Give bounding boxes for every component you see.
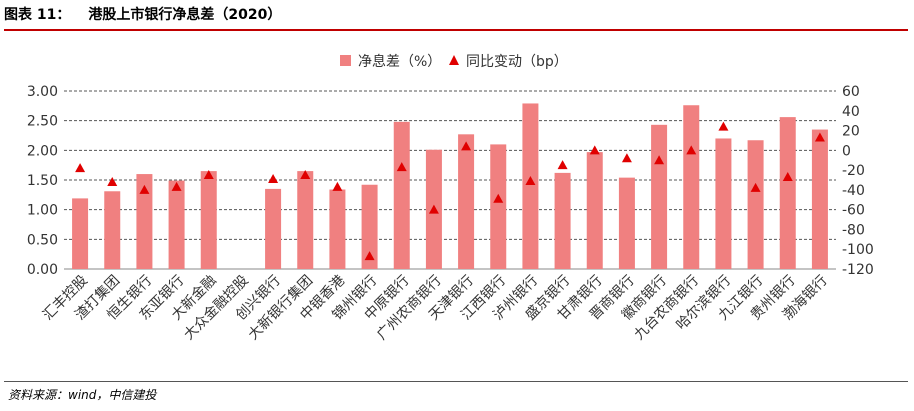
legend-label-marker: 同比变动（bp） bbox=[466, 54, 568, 70]
change-marker bbox=[621, 153, 632, 163]
change-marker bbox=[654, 155, 665, 165]
change-marker bbox=[171, 181, 182, 191]
bar bbox=[297, 171, 314, 269]
change-marker bbox=[750, 182, 761, 192]
bar bbox=[200, 171, 217, 269]
change-marker bbox=[428, 204, 439, 214]
legend-swatch-bar bbox=[340, 55, 351, 66]
title-rule bbox=[4, 29, 908, 31]
y-left-tick-label: 1.50 bbox=[27, 173, 58, 189]
bar bbox=[747, 140, 764, 269]
bar bbox=[458, 134, 475, 269]
y-right-tick-label: 40 bbox=[842, 104, 860, 120]
bar bbox=[715, 138, 732, 269]
y-left-tick-label: 1.00 bbox=[27, 203, 58, 219]
y-left-tick-label: 2.50 bbox=[27, 114, 58, 130]
change-marker bbox=[139, 184, 150, 194]
bar bbox=[522, 103, 539, 270]
bar bbox=[265, 188, 282, 269]
change-marker bbox=[268, 174, 279, 184]
bar bbox=[72, 198, 89, 269]
change-marker bbox=[525, 175, 536, 185]
y-left-tick-label: 3.00 bbox=[27, 84, 58, 100]
figure-title-text: 港股上市银行净息差（2020） bbox=[88, 7, 282, 23]
bar bbox=[651, 124, 668, 269]
change-marker bbox=[686, 145, 697, 155]
change-marker bbox=[782, 172, 793, 182]
legend-label-bar: 净息差（%） bbox=[358, 53, 441, 70]
bar bbox=[779, 117, 796, 270]
bar bbox=[329, 189, 346, 269]
y-right-tick-label: -60 bbox=[842, 203, 865, 219]
bar bbox=[586, 152, 603, 269]
bar bbox=[136, 174, 153, 269]
figure-title: 图表 11： 港股上市银行净息差（2020） bbox=[4, 4, 281, 26]
change-marker bbox=[332, 181, 343, 191]
change-marker bbox=[557, 160, 568, 170]
bar bbox=[554, 172, 571, 269]
change-marker bbox=[589, 145, 600, 155]
y-right-tick-label: -20 bbox=[842, 163, 865, 179]
change-marker bbox=[364, 251, 375, 261]
y-right-tick-label: 0 bbox=[842, 143, 851, 159]
bar bbox=[490, 144, 507, 269]
y-right-tick-label: -80 bbox=[842, 222, 865, 238]
bar bbox=[618, 177, 635, 269]
change-marker bbox=[718, 121, 729, 131]
bar bbox=[361, 184, 378, 269]
bar bbox=[393, 121, 410, 269]
change-marker bbox=[75, 163, 86, 173]
source-rule bbox=[4, 381, 908, 382]
y-right-tick-label: -40 bbox=[842, 183, 865, 199]
y-right-tick-label: -100 bbox=[842, 242, 874, 258]
change-marker bbox=[814, 132, 825, 142]
y-right-tick-label: 20 bbox=[842, 124, 860, 140]
bar bbox=[811, 129, 828, 269]
change-marker bbox=[107, 176, 118, 186]
change-marker bbox=[396, 162, 407, 172]
y-left-tick-label: 0.00 bbox=[27, 262, 58, 278]
bar bbox=[168, 180, 185, 269]
y-left-tick-label: 2.00 bbox=[27, 143, 58, 159]
source-note: 资料来源：wind，中信建投 bbox=[8, 388, 157, 402]
change-marker bbox=[300, 170, 311, 180]
legend-swatch-marker bbox=[449, 55, 459, 65]
change-marker bbox=[493, 193, 504, 203]
change-marker bbox=[203, 170, 214, 180]
change-marker bbox=[461, 141, 472, 151]
y-right-tick-label: -120 bbox=[842, 262, 874, 278]
figure-label: 图表 11： bbox=[4, 7, 71, 23]
bar bbox=[104, 191, 121, 269]
y-right-tick-label: 60 bbox=[842, 84, 860, 100]
bar bbox=[683, 105, 700, 270]
y-left-tick-label: 0.50 bbox=[27, 232, 58, 248]
